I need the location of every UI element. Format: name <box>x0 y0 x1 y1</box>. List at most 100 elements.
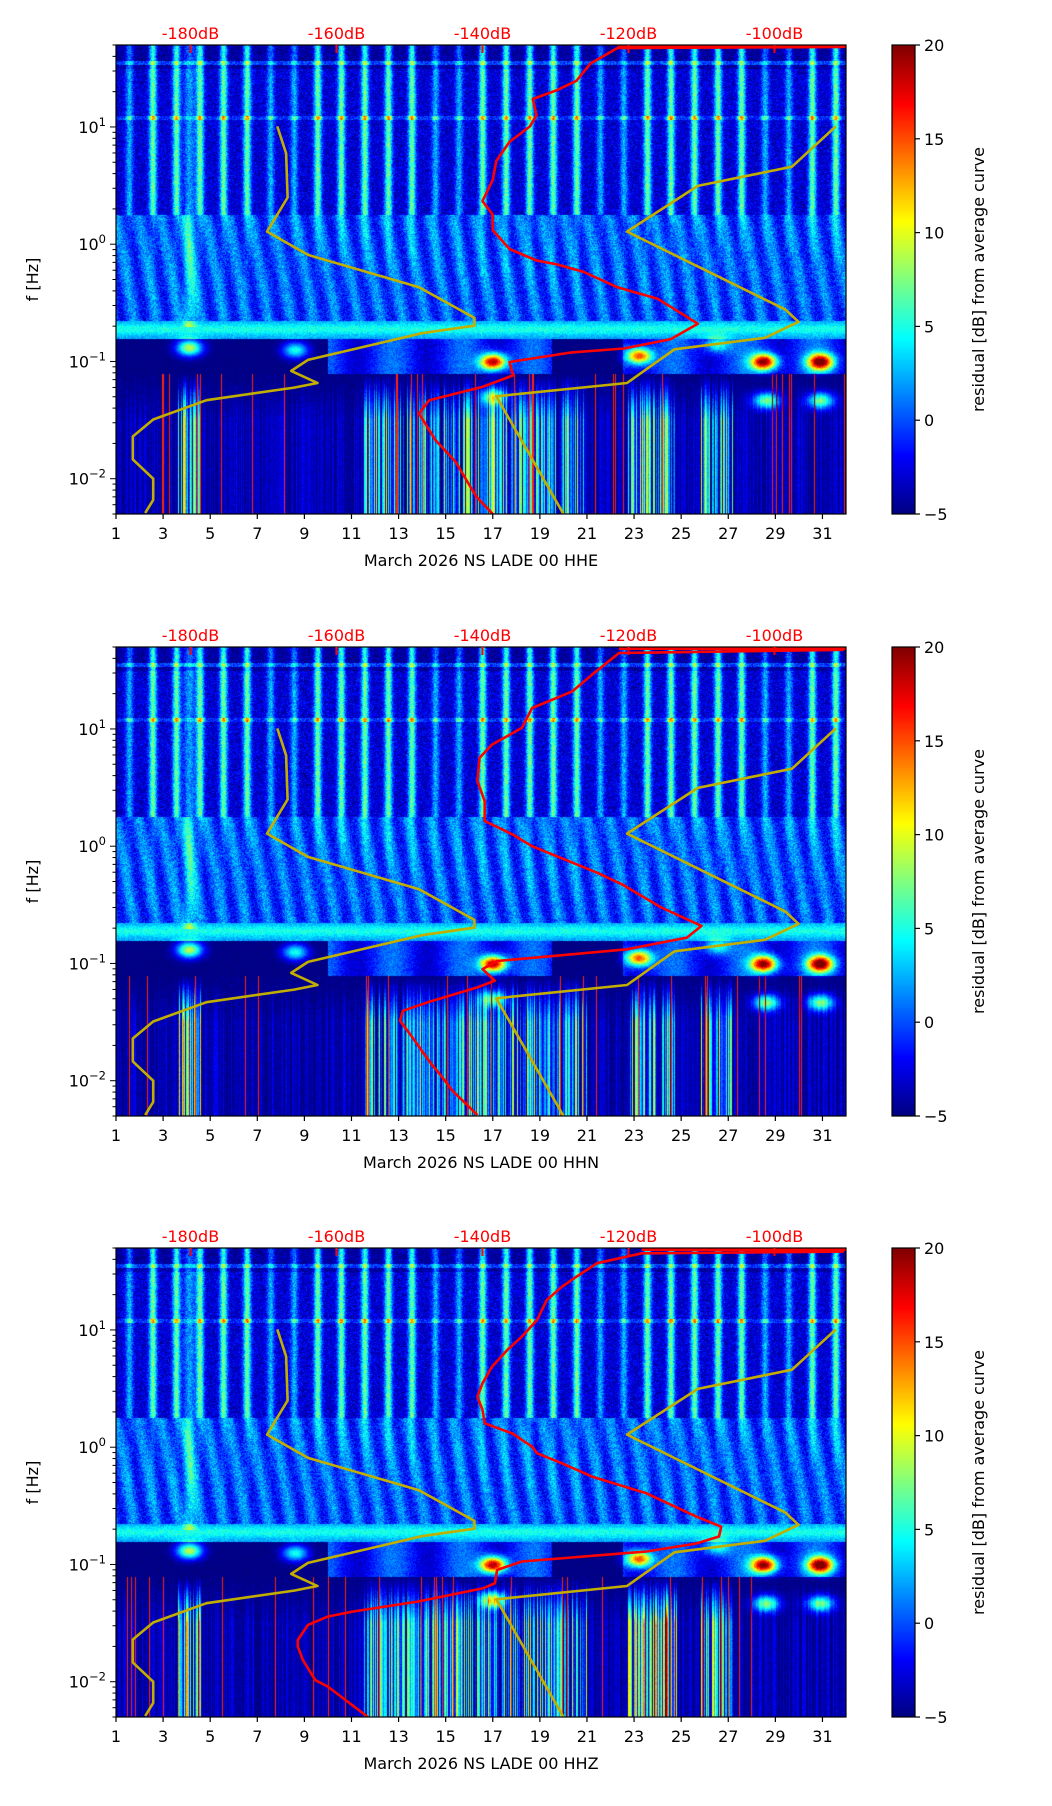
x-tick-label: 17 <box>483 1727 503 1746</box>
y-tick-label: 10−2 <box>69 1670 106 1692</box>
colorbar-tick-label: −5 <box>924 505 948 524</box>
colorbar-tick-label: 5 <box>924 317 934 336</box>
colorbar-frame <box>891 646 916 1117</box>
top-axis-label: -100dB <box>746 24 803 43</box>
x-tick-label: 19 <box>530 1727 550 1746</box>
colorbar-tick-label: 0 <box>924 1013 934 1032</box>
x-tick-label: 13 <box>388 524 408 543</box>
x-axis-label: March 2026 NS LADE 00 HHZ <box>363 1754 598 1773</box>
colorbar <box>892 45 915 514</box>
x-tick-label: 9 <box>299 1126 309 1145</box>
x-tick-label: 31 <box>812 524 832 543</box>
y-axis-label: f [Hz] <box>23 860 42 904</box>
top-axis-label: -120dB <box>600 1227 657 1246</box>
x-tick-label: 9 <box>299 524 309 543</box>
colorbar-tick-label: −5 <box>924 1708 948 1727</box>
x-tick-label: 5 <box>205 1727 215 1746</box>
top-axis-label: -180dB <box>162 24 219 43</box>
x-tick-label: 7 <box>252 524 262 543</box>
x-tick-label: 31 <box>812 1727 832 1746</box>
x-tick-label: 25 <box>671 524 691 543</box>
y-tick-label: 101 <box>78 115 106 137</box>
y-tick-base: 10 <box>69 1555 89 1574</box>
y-tick-label: 100 <box>78 232 106 254</box>
y-tick-label: 101 <box>78 1318 106 1340</box>
y-tick-exponent: −1 <box>89 1552 106 1566</box>
y-tick-label: 10−2 <box>69 1069 106 1091</box>
x-tick-label: 21 <box>577 1727 597 1746</box>
y-tick-label: 10−1 <box>69 349 106 371</box>
x-tick-label: 5 <box>205 524 215 543</box>
x-tick-label: 29 <box>765 1126 785 1145</box>
y-tick-base: 10 <box>78 235 98 254</box>
colorbar-tick-label: 5 <box>924 919 934 938</box>
x-tick-label: 15 <box>435 524 455 543</box>
y-tick-base: 10 <box>78 837 98 856</box>
y-tick-exponent: −2 <box>89 467 106 481</box>
y-tick-label: 100 <box>78 834 106 856</box>
y-tick-base: 10 <box>69 1673 89 1692</box>
y-tick-base: 10 <box>78 1438 98 1457</box>
x-tick-label: 27 <box>718 1727 738 1746</box>
x-tick-label: 15 <box>435 1727 455 1746</box>
x-tick-label: 11 <box>341 524 361 543</box>
x-tick-label: 11 <box>341 1727 361 1746</box>
x-tick-label: 1 <box>111 1126 121 1145</box>
top-axis-label: -100dB <box>746 626 803 645</box>
top-axis-label: -160dB <box>308 1227 365 1246</box>
top-axis-label: -120dB <box>600 24 657 43</box>
colorbar-tick-label: −5 <box>924 1107 948 1126</box>
high-noise-model-line <box>494 125 837 514</box>
y-tick-base: 10 <box>69 1072 89 1091</box>
y-tick-exponent: −2 <box>89 1670 106 1684</box>
colorbar-label: residual [dB] from average curve <box>969 147 988 412</box>
colorbar-tick-label: 15 <box>924 732 944 751</box>
y-tick-exponent: 0 <box>99 834 106 848</box>
y-tick-exponent: 0 <box>99 232 106 246</box>
y-axis-label: f [Hz] <box>23 1461 42 1505</box>
y-tick-label: 10−1 <box>69 951 106 973</box>
high-noise-model-line <box>494 1328 837 1717</box>
curves <box>131 45 846 514</box>
colorbar-frame <box>891 44 916 515</box>
y-tick-label: 10−2 <box>69 467 106 489</box>
colorbar-tick-label: 20 <box>924 1239 944 1258</box>
psd-curve-line <box>296 1250 844 1717</box>
top-axis-label: -100dB <box>746 1227 803 1246</box>
plot-frame <box>115 44 847 515</box>
colorbar-tick-label: 10 <box>924 224 944 243</box>
plot-frame <box>115 1247 847 1718</box>
y-tick-exponent: 1 <box>99 1318 106 1332</box>
colorbar-tick-label: 15 <box>924 1333 944 1352</box>
x-tick-label: 23 <box>624 1126 644 1145</box>
x-tick-label: 3 <box>158 1126 168 1145</box>
colorbar-tick-label: 20 <box>924 36 944 55</box>
low-noise-model-line <box>131 125 476 514</box>
colorbar-tick-label: 5 <box>924 1520 934 1539</box>
y-tick-label: 101 <box>78 717 106 739</box>
plot-frame <box>115 646 847 1117</box>
top-axis-label: -160dB <box>308 24 365 43</box>
colorbar <box>892 1248 915 1717</box>
top-axis-label: -160dB <box>308 626 365 645</box>
psd-curve-line <box>398 648 844 1116</box>
low-noise-model-line <box>131 1328 476 1717</box>
x-tick-label: 17 <box>483 1126 503 1145</box>
y-tick-exponent: 0 <box>99 1435 106 1449</box>
x-tick-label: 21 <box>577 1126 597 1145</box>
high-noise-model-line <box>494 727 837 1116</box>
y-tick-base: 10 <box>78 720 98 739</box>
top-axis-label: -180dB <box>162 1227 219 1246</box>
colorbar-tick-label: 0 <box>924 1614 934 1633</box>
x-tick-label: 25 <box>671 1727 691 1746</box>
colorbar-tick-label: 0 <box>924 411 934 430</box>
x-tick-label: 25 <box>671 1126 691 1145</box>
x-tick-label: 19 <box>530 524 550 543</box>
y-tick-base: 10 <box>78 1321 98 1340</box>
x-tick-label: 9 <box>299 1727 309 1746</box>
y-tick-base: 10 <box>69 470 89 489</box>
colorbar-label: residual [dB] from average curve <box>969 749 988 1014</box>
x-tick-label: 27 <box>718 1126 738 1145</box>
